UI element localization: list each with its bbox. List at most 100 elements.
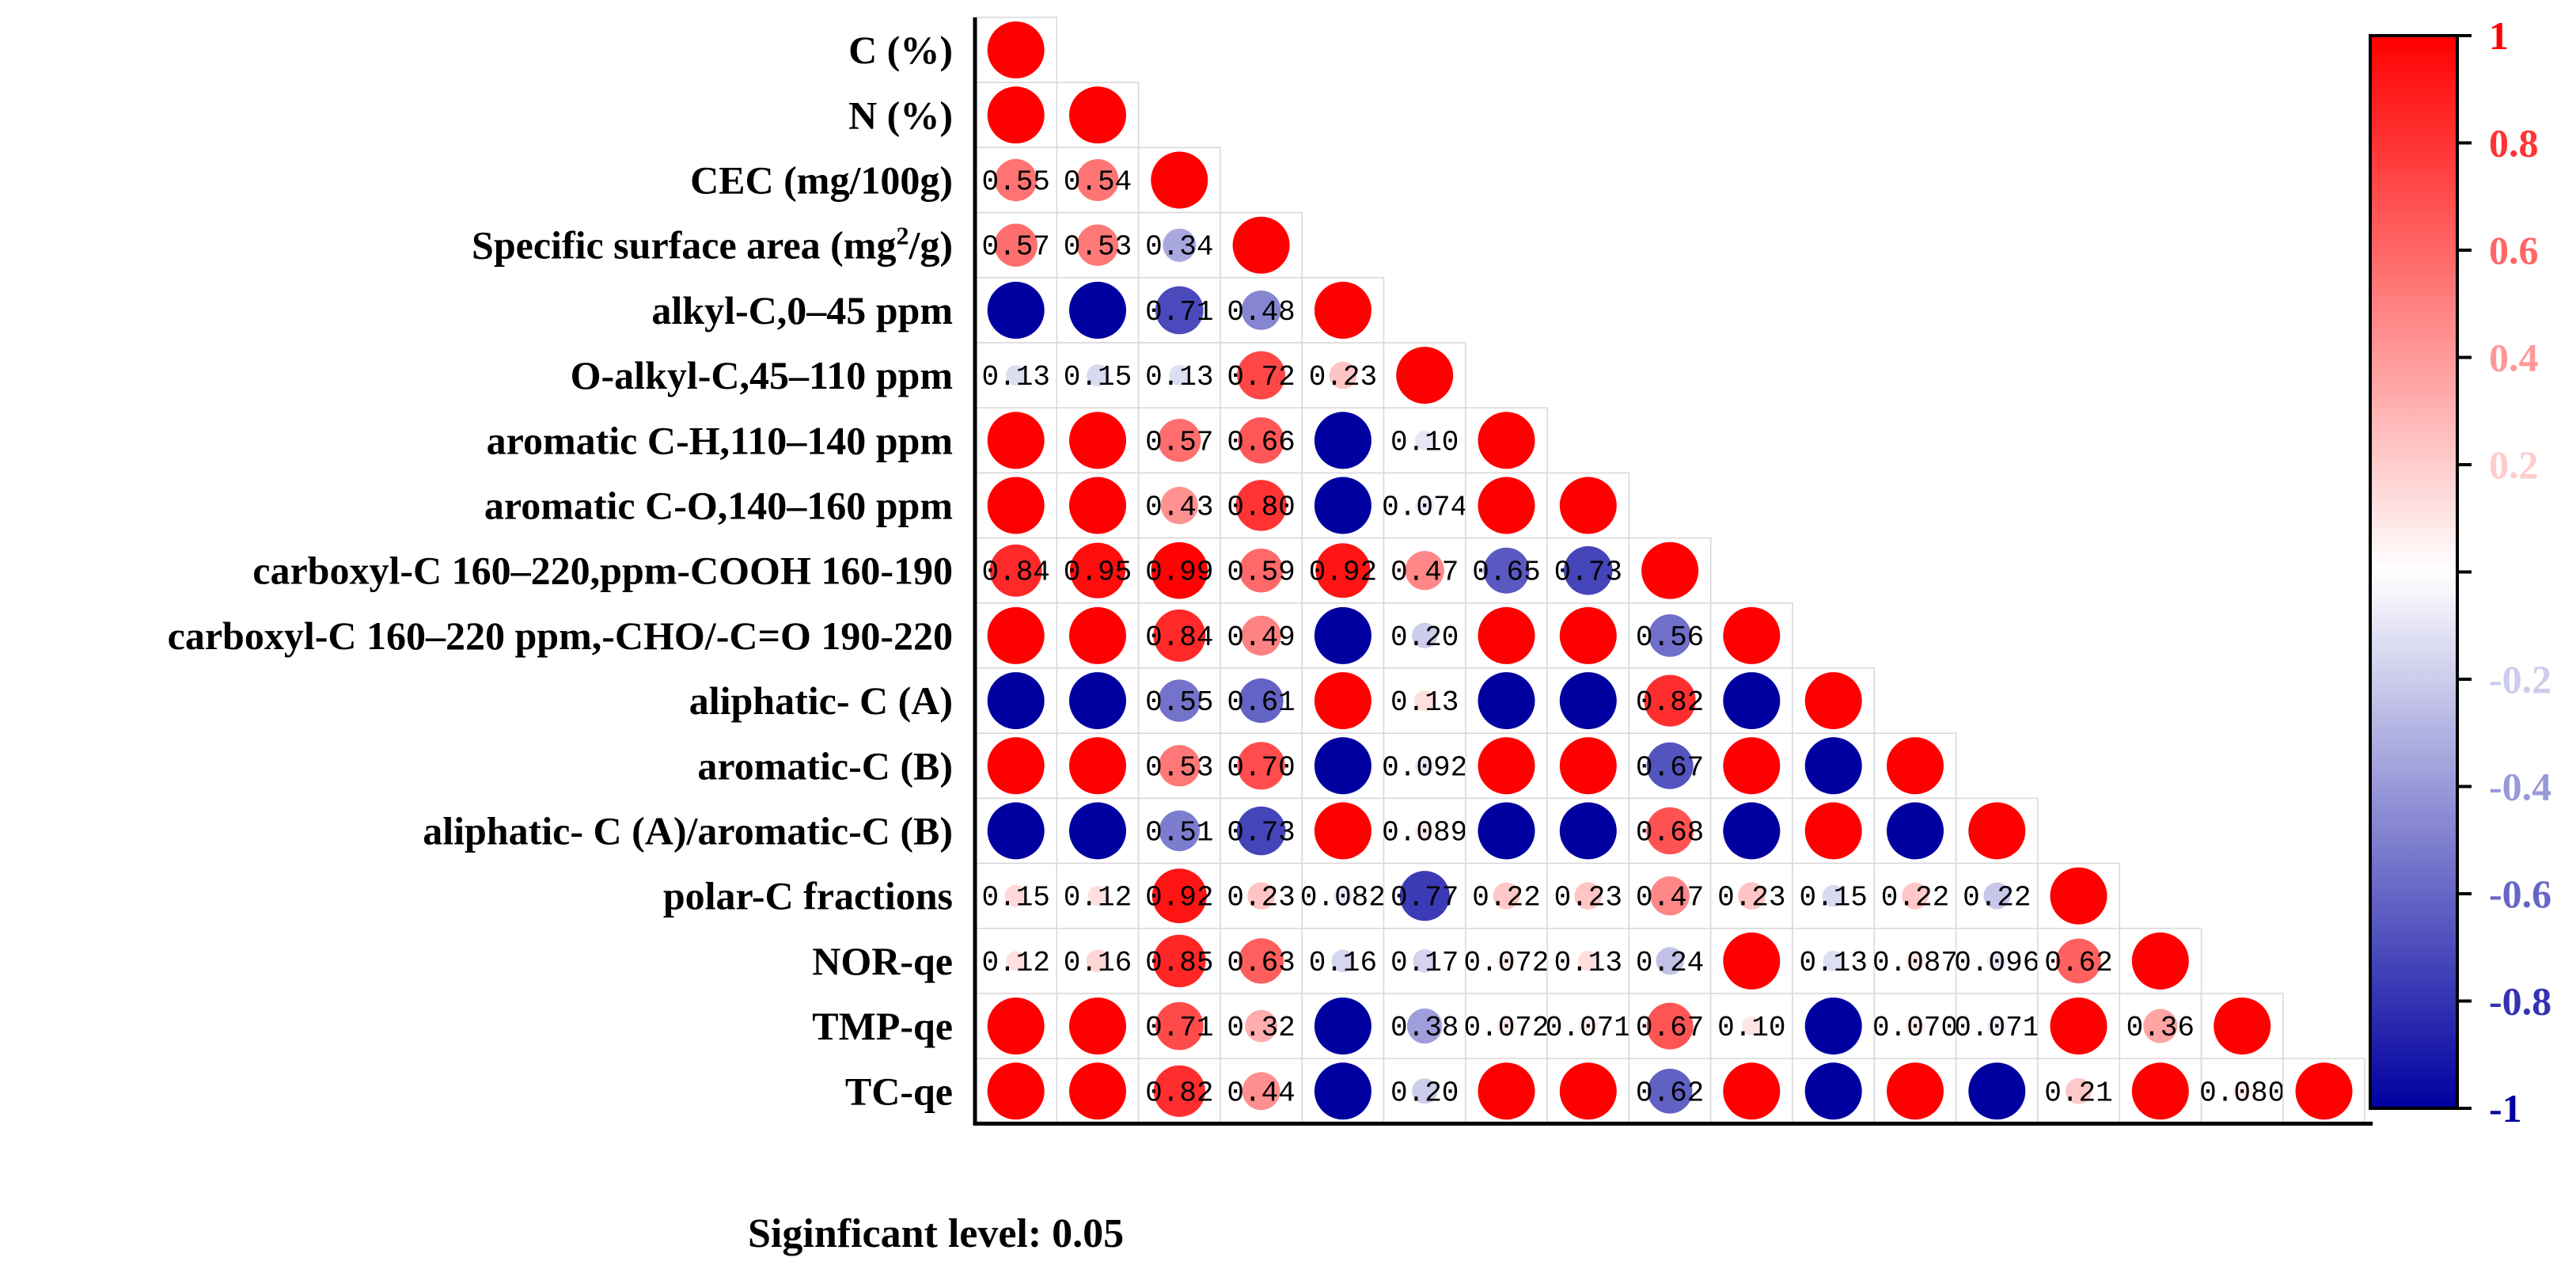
coefficient-label: 0.13	[1145, 361, 1213, 393]
coefficient-label: 0.80	[1227, 492, 1295, 524]
correlation-circle	[1497, 1016, 1516, 1036]
correlation-circle	[1559, 737, 1617, 795]
matrix-cell: 0.67	[1628, 732, 1712, 800]
matrix-cell	[1709, 797, 1793, 864]
correlation-circle	[987, 672, 1045, 730]
correlation-circle	[1577, 950, 1599, 971]
row-label: aromatic C-H,110–140 ppm	[487, 418, 953, 462]
correlation-circle	[1413, 949, 1436, 973]
matrix-cell: 0.21	[2037, 1058, 2120, 1125]
matrix-cell	[1709, 602, 1793, 669]
correlation-circle	[1247, 882, 1275, 910]
matrix-cell: 0.68	[1628, 797, 1712, 864]
coefficient-label: 0.59	[1227, 557, 1295, 589]
matrix-cell	[1709, 667, 1793, 734]
matrix-cell	[974, 277, 1058, 344]
correlation-circle	[1723, 606, 1781, 664]
coefficient-label: 0.080	[2199, 1077, 2285, 1109]
coefficient-label: 0.84	[1145, 621, 1213, 654]
matrix-cell	[1873, 797, 1957, 864]
matrix-cell: 0.47	[1383, 537, 1466, 604]
correlation-circle	[1902, 882, 1929, 910]
matrix-cells: 0.55 0.54 0.57 0.53 0.34 0.71 0.48 0.13 0.15 0.13…	[974, 17, 2365, 1125]
matrix-cell: 0.62	[2037, 928, 2120, 994]
correlation-circle	[1478, 477, 1535, 534]
matrix-cell	[1465, 797, 1548, 864]
row-labels: C (%) N (%) CEC (mg/100g) Specific surface …	[168, 28, 953, 1113]
matrix-cell: 0.23	[1709, 862, 1793, 929]
matrix-cell	[1873, 732, 1957, 800]
row-label: aliphatic- C (A)	[689, 678, 953, 723]
correlation-circle	[994, 223, 1038, 267]
correlation-circle	[1151, 151, 1208, 209]
matrix-cell	[1301, 732, 1385, 800]
matrix-cell: 0.17	[1383, 928, 1466, 994]
colorbar-tick-label: 0.6	[2489, 228, 2539, 272]
correlation-circle	[1968, 1062, 2026, 1120]
matrix-cell: 0.56	[1628, 602, 1712, 669]
matrix-cell: 0.12	[1056, 862, 1140, 929]
correlation-circle	[1069, 477, 1126, 534]
correlation-circle	[1905, 951, 1925, 971]
correlation-circle	[987, 281, 1045, 339]
correlation-circle	[1415, 821, 1435, 841]
matrix-cell: 0.38	[1383, 993, 1466, 1059]
coefficient-label: 0.57	[981, 231, 1049, 264]
correlation-circle	[987, 21, 1045, 79]
coefficient-label: 0.13	[1390, 686, 1459, 719]
matrix-cell	[1301, 602, 1385, 669]
matrix-cell: 0.20	[1383, 602, 1466, 669]
correlation-circle	[1087, 364, 1109, 386]
matrix-cell: 0.84	[974, 537, 1058, 604]
coefficient-label: 0.70	[1227, 751, 1295, 784]
matrix-cell: 0.072	[1463, 928, 1550, 994]
correlation-circle	[1069, 737, 1126, 795]
matrix-cell: 0.36	[2119, 993, 2202, 1059]
matrix-cell	[2200, 993, 2284, 1059]
matrix-cell	[1465, 732, 1548, 800]
row-label: C (%)	[848, 28, 953, 72]
row-label: carboxyl-C 160–220 ppm,-CHO/-C=O 190-220	[168, 614, 953, 658]
row-label: aliphatic- C (A)/aromatic-C (B)	[423, 809, 953, 853]
coefficient-label: 0.20	[1390, 1077, 1459, 1109]
correlation-circle	[1723, 802, 1781, 860]
matrix-cell: 0.15	[974, 862, 1058, 929]
coefficient-label: 0.12	[981, 947, 1049, 979]
correlation-circle	[1648, 614, 1692, 657]
correlation-circle	[1738, 882, 1766, 910]
coefficient-label: 0.096	[1954, 947, 2039, 979]
correlation-circle	[2214, 997, 2271, 1055]
correlation-circle	[1329, 361, 1357, 389]
matrix-cell	[1056, 797, 1140, 864]
correlation-circle	[1574, 882, 1603, 910]
matrix-cell	[1792, 993, 1876, 1059]
correlation-circle	[1236, 806, 1286, 856]
correlation-circle	[1723, 1062, 1781, 1120]
colorbar-tick-label: 1	[2489, 13, 2509, 58]
correlation-circle	[1578, 1016, 1599, 1036]
coefficient-label: 0.21	[2044, 1077, 2112, 1109]
matrix-cell: 0.43	[1137, 472, 1221, 539]
matrix-cell	[1056, 667, 1140, 734]
coefficient-label: 0.62	[2044, 947, 2112, 979]
coefficient-label: 0.73	[1554, 557, 1622, 589]
cell-frame	[2200, 1058, 2284, 1125]
matrix-cell: 0.48	[1220, 277, 1303, 344]
matrix-cell	[1056, 277, 1140, 344]
correlation-circle	[1559, 802, 1617, 860]
correlation-circle	[1069, 997, 1126, 1055]
colorbar-tick-label: 0.8	[2489, 121, 2539, 165]
matrix-cell: 0.55	[974, 146, 1058, 214]
correlation-circle	[1493, 882, 1520, 910]
correlation-circle	[987, 737, 1045, 795]
coefficient-label: 0.71	[1145, 296, 1213, 329]
correlation-circle	[1006, 951, 1026, 971]
matrix-cell: 0.070	[1872, 993, 1958, 1059]
correlation-circle	[1314, 737, 1371, 795]
correlation-circle	[1822, 884, 1845, 907]
matrix-cell: 0.72	[1220, 342, 1303, 408]
correlation-circle	[1478, 802, 1535, 860]
matrix-cell: 0.13	[1383, 667, 1466, 734]
correlation-circle	[2050, 867, 2107, 925]
correlation-circle	[1559, 1062, 1617, 1120]
